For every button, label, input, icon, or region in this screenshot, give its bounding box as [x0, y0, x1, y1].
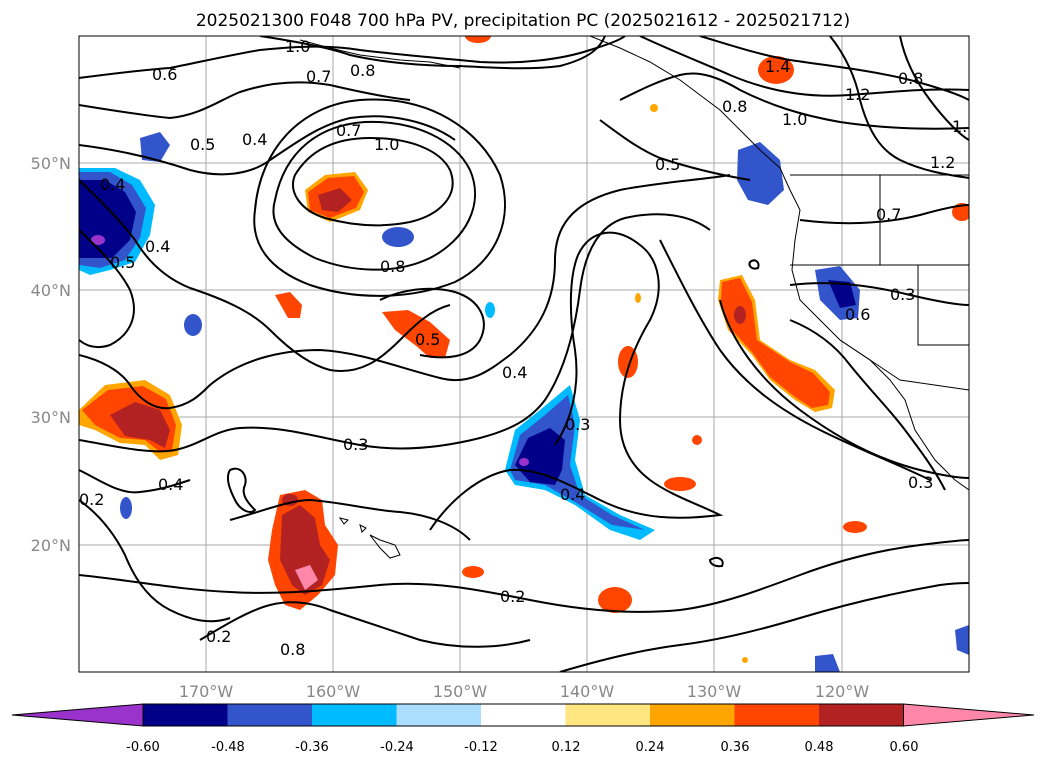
- cbar-tick-label: 0.60: [890, 740, 919, 755]
- contour-label: 0.4: [242, 130, 267, 149]
- contour-label: 0.3: [343, 435, 368, 454]
- cbar-tick-label: -0.48: [211, 740, 245, 755]
- cbar-tick-label: -0.24: [380, 740, 414, 755]
- contour-label: 0.3: [890, 285, 915, 304]
- cbar-tick-label: 0.24: [636, 740, 665, 755]
- colorbar-segment: [227, 704, 313, 726]
- contour-label: 0.5: [655, 155, 680, 174]
- gridlines: [79, 36, 969, 672]
- contour-label: 0.4: [100, 175, 125, 194]
- contour-label: 0.4: [158, 475, 183, 494]
- colorbar-segment: [734, 704, 820, 726]
- cbar-tick-label: 0.36: [721, 740, 750, 755]
- lat-label-50n: 50°N: [31, 154, 71, 173]
- colorbar-segment: [819, 704, 904, 726]
- colorbar-segment: [650, 704, 735, 726]
- lat-label-20n: 20°N: [31, 536, 71, 555]
- lat-label-30n: 30°N: [31, 408, 71, 427]
- lon-label-120w: 120°W: [815, 682, 870, 701]
- contour-label: 0.2: [79, 490, 104, 509]
- colorbar-segment: [565, 704, 651, 726]
- colorbar-segment: [396, 704, 482, 726]
- colorbar-tick-labels: -0.60 -0.48 -0.36 -0.24 -0.12 0.12 0.24 …: [126, 740, 918, 755]
- latitude-labels: 50°N 40°N 30°N 20°N: [31, 154, 71, 555]
- contour-label: 0.7: [336, 121, 361, 140]
- contour-label: 0.3: [565, 415, 590, 434]
- contour-label: 0.5: [415, 330, 440, 349]
- contour-label: 1.2: [845, 85, 870, 104]
- plot-frame: [78, 35, 970, 673]
- colorbar-segment: [312, 704, 397, 726]
- lon-label-170w: 170°W: [179, 682, 234, 701]
- contour-label: 1.0: [782, 110, 807, 129]
- colorbar-extend-min: [11, 703, 144, 727]
- contour-label: 1.0: [374, 135, 399, 154]
- contour-label: 0.4: [560, 485, 585, 504]
- contour-label: 1.4: [765, 57, 790, 76]
- colorbar-segment: [143, 704, 228, 726]
- lon-label-160w: 160°W: [306, 682, 361, 701]
- longitude-labels: 170°W 160°W 150°W 140°W 130°W 120°W: [179, 682, 870, 701]
- contour-label: 0.4: [145, 237, 170, 256]
- contour-label: 0.3: [908, 473, 933, 492]
- contour-label: 0.7: [876, 205, 901, 224]
- cbar-tick-label: -0.60: [126, 740, 160, 755]
- contour-label: 0.5: [110, 253, 135, 272]
- plot-area: [79, 36, 969, 672]
- pv-contours: [79, 36, 969, 672]
- contour-label: 0.8: [722, 97, 747, 116]
- contour-labels: 1.0 0.6 0.7 0.8 0.5 0.4 0.7 1.0 0.4 0.5 …: [79, 37, 967, 659]
- contour-label: 0.5: [190, 135, 215, 154]
- colorbar-extend-max: [903, 703, 1035, 727]
- contour-label: 0.8: [280, 640, 305, 659]
- contour-label: 0.8: [350, 61, 375, 80]
- lon-label-140w: 140°W: [560, 682, 615, 701]
- contour-label: 1.2: [930, 153, 955, 172]
- lat-label-40n: 40°N: [31, 281, 71, 300]
- contour-label: 0.8: [380, 257, 405, 276]
- contour-label: 0.2: [500, 587, 525, 606]
- colorbar-frame: [142, 703, 904, 727]
- lon-label-150w: 150°W: [433, 682, 488, 701]
- colorbar-segment: [481, 704, 566, 726]
- cbar-tick-label: -0.36: [295, 740, 329, 755]
- contour-label: 1.: [952, 117, 967, 136]
- contour-label: 0.7: [306, 67, 331, 86]
- cbar-tick-label: 0.12: [552, 740, 581, 755]
- contour-label: 0.6: [152, 65, 177, 84]
- cbar-tick-label: 0.48: [805, 740, 834, 755]
- contour-label: 0.2: [206, 627, 231, 646]
- contour-label: 0.6: [845, 305, 870, 324]
- contour-label: 0.8: [898, 69, 923, 88]
- lon-label-130w: 130°W: [687, 682, 742, 701]
- cbar-tick-label: -0.12: [464, 740, 498, 755]
- map-title: 2025021300 F048 700 hPa PV, precipitatio…: [196, 11, 850, 31]
- contour-label: 0.4: [502, 363, 527, 382]
- contour-label: 1.0: [285, 37, 310, 56]
- colorbar: [11, 703, 1035, 727]
